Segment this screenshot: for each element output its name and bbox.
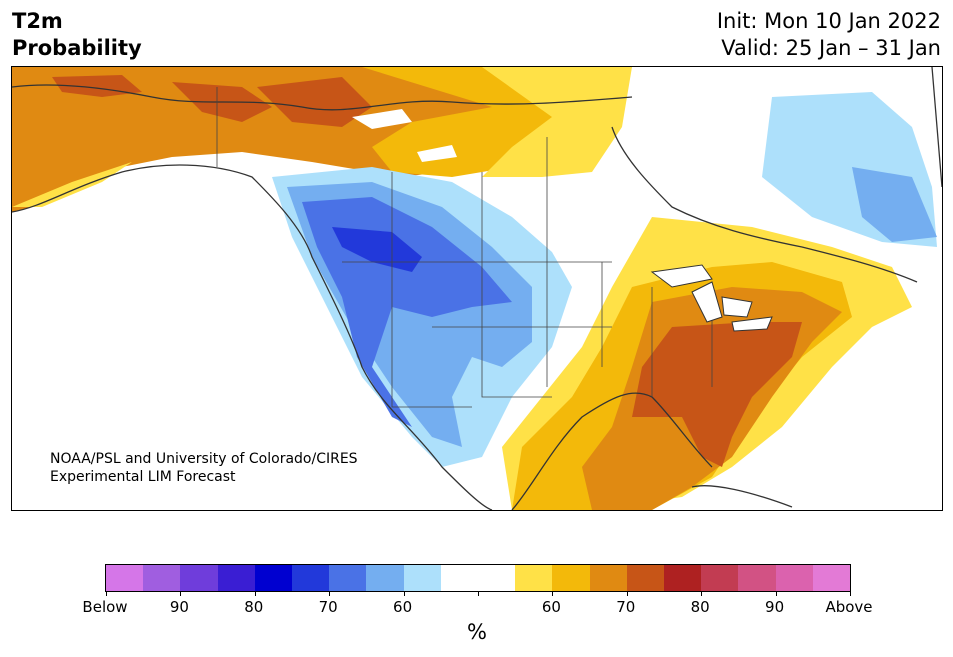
colorbar-tick-label: Below [82, 598, 128, 616]
colorbar-tick [552, 591, 554, 596]
colorbar-tick [403, 591, 405, 596]
region-below-70-labrador [852, 167, 937, 242]
colorbar-tick-label: 90 [765, 598, 785, 616]
map-title: T2m Probability [12, 8, 142, 62]
title-variable: T2m [12, 9, 63, 33]
colorbar-tick [329, 591, 331, 596]
valid-period: Valid: 25 Jan – 31 Jan [721, 36, 941, 60]
colorbar-segment [701, 565, 739, 591]
colorbar-tick [106, 591, 107, 596]
colorbar-segment [775, 565, 813, 591]
political-borders [216, 87, 713, 408]
credit-text: NOAA/PSL and University of Colorado/CIRE… [50, 450, 358, 486]
colorbar-segment [812, 565, 851, 591]
credit-line-2: Experimental LIM Forecast [50, 469, 236, 485]
colorbar-segment [515, 565, 553, 591]
colorbar-segment [106, 565, 144, 591]
region-neutral-patch-2 [417, 145, 457, 162]
colorbar-tick [180, 591, 182, 596]
colorbar-segment [589, 565, 627, 591]
colorbar-segment [738, 565, 776, 591]
colorbar-tick-label: 80 [690, 598, 710, 616]
credit-line-1: NOAA/PSL and University of Colorado/CIRE… [50, 451, 358, 467]
colorbar-tick [775, 591, 777, 596]
region-below-90 [332, 227, 422, 272]
colorbar [105, 564, 851, 596]
colorbar-tick [478, 591, 479, 596]
probability-map [12, 67, 942, 510]
region-above-80-southeast [632, 322, 802, 467]
colorbar-tick [850, 591, 851, 596]
colorbar-segment [626, 565, 665, 591]
colorbar-segment [254, 565, 293, 591]
forecast-dates: Init: Mon 10 Jan 2022 Valid: 25 Jan – 31… [717, 8, 941, 62]
colorbar-tick [254, 591, 256, 596]
colorbar-segment [329, 565, 367, 591]
colorbar-tick [626, 591, 628, 596]
colorbar-segment [143, 565, 181, 591]
colorbar-segment [664, 565, 702, 591]
coastlines [12, 67, 942, 510]
map-panel: NOAA/PSL and University of Colorado/CIRE… [11, 66, 943, 511]
colorbar-tick-label: Above [825, 598, 873, 616]
great-lakes [650, 264, 773, 332]
region-below-80 [302, 197, 512, 427]
colorbar-segment [478, 565, 516, 591]
colorbar-tick-label: 90 [169, 598, 189, 616]
colorbar-tick-label: 70 [616, 598, 636, 616]
colorbar-segment [180, 565, 218, 591]
colorbar-segment [366, 565, 404, 591]
init-date: Init: Mon 10 Jan 2022 [716, 9, 941, 33]
region-neutral-patch [352, 109, 412, 129]
colorbar-segment [440, 565, 479, 591]
title-type: Probability [12, 36, 142, 60]
colorbar-segment [292, 565, 330, 591]
region-above-55-band [482, 67, 632, 177]
colorbar-tick [701, 591, 703, 596]
colorbar-tick-label: 80 [244, 598, 264, 616]
region-above-80-yukon [257, 77, 372, 127]
colorbar-segment [217, 565, 255, 591]
colorbar-unit: % [467, 620, 487, 644]
colorbar-tick-label: 60 [541, 598, 561, 616]
colorbar-tick-label: 60 [393, 598, 413, 616]
colorbar-segment [403, 565, 441, 591]
colorbar-segment [552, 565, 590, 591]
colorbar-tick-label: 70 [318, 598, 338, 616]
region-above-55-alaska [12, 162, 132, 207]
